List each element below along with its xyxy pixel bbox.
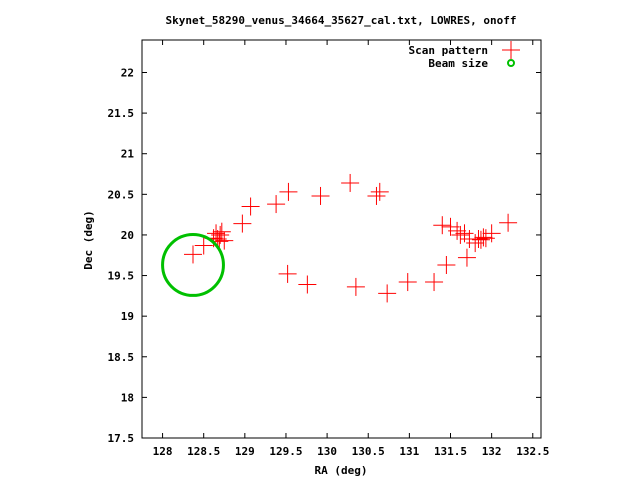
data-layer bbox=[161, 173, 518, 303]
legend: Scan pattern Beam size bbox=[409, 41, 520, 70]
scan-point bbox=[451, 225, 470, 244]
legend-circle-marker bbox=[507, 59, 515, 67]
scan-point bbox=[476, 229, 495, 248]
scan-point bbox=[341, 173, 360, 192]
scan-point bbox=[241, 197, 260, 216]
scan-point bbox=[499, 213, 518, 232]
scan-point bbox=[441, 217, 460, 236]
y-tick-label: 19 bbox=[121, 310, 134, 323]
y-tick-label: 18.5 bbox=[108, 351, 135, 364]
y-tick-label: 18 bbox=[121, 391, 134, 404]
y-tick-label: 19.5 bbox=[108, 270, 135, 283]
x-axis-label: RA (deg) bbox=[315, 464, 368, 477]
legend-swatch-beam-size bbox=[507, 59, 515, 67]
y-tick-label: 20 bbox=[121, 229, 134, 242]
scan-point bbox=[469, 230, 488, 248]
scan-point bbox=[448, 221, 467, 240]
y-tick-label: 20.5 bbox=[108, 188, 135, 201]
y-tick-label: 22 bbox=[121, 66, 134, 79]
scan-point bbox=[298, 275, 317, 294]
x-tick-label: 132.5 bbox=[516, 445, 549, 458]
legend-label-beam-size: Beam size bbox=[428, 57, 488, 70]
y-tick-label: 17.5 bbox=[108, 432, 135, 445]
scan-point bbox=[471, 230, 490, 249]
x-axis: 128 128.5 129 129.5 130 130.5 131 131.5 132 132.5 bbox=[153, 40, 549, 458]
scan-point bbox=[267, 195, 286, 214]
scan-point bbox=[212, 222, 231, 241]
x-tick-label: 132 bbox=[482, 445, 502, 458]
x-tick-label: 131 bbox=[399, 445, 419, 458]
scan-point bbox=[437, 255, 456, 274]
x-tick-label: 130 bbox=[317, 445, 337, 458]
legend-swatch-scan-pattern bbox=[502, 41, 520, 59]
scan-point bbox=[466, 234, 485, 253]
y-tick-label: 21 bbox=[121, 148, 135, 161]
scan-point bbox=[370, 182, 389, 201]
scan-point bbox=[474, 228, 493, 247]
scan-point bbox=[194, 236, 213, 255]
scan-point bbox=[311, 186, 330, 205]
y-axis: 17.5 18 18.5 19 19.5 20 20.5 21 21.5 22 bbox=[108, 66, 541, 445]
x-tick-label: 129 bbox=[235, 445, 255, 458]
scan-point bbox=[278, 264, 297, 283]
scan-point bbox=[425, 273, 444, 292]
legend-label-scan-pattern: Scan pattern bbox=[409, 44, 488, 57]
scan-point bbox=[398, 273, 417, 292]
x-tick-label: 130.5 bbox=[352, 445, 385, 458]
plot-frame bbox=[141, 39, 542, 439]
scan-point bbox=[279, 182, 298, 201]
scan-point bbox=[457, 248, 476, 267]
legend-plus-marker bbox=[502, 41, 520, 59]
scan-point bbox=[215, 231, 234, 250]
x-tick-label: 128 bbox=[153, 445, 173, 458]
scan-point bbox=[184, 245, 203, 264]
x-tick-label: 129.5 bbox=[269, 445, 302, 458]
beam-size-circle bbox=[161, 233, 225, 297]
scan-point bbox=[378, 284, 397, 303]
scan-point bbox=[346, 277, 365, 296]
chart-title: Skynet_58290_venus_34664_35627_cal.txt, … bbox=[166, 14, 517, 27]
scan-point bbox=[233, 214, 252, 233]
y-tick-label: 21.5 bbox=[108, 107, 135, 120]
x-tick-label: 128.5 bbox=[187, 445, 220, 458]
scan-point bbox=[433, 216, 452, 235]
x-tick-label: 131.5 bbox=[434, 445, 467, 458]
y-axis-label: Dec (deg) bbox=[82, 210, 95, 270]
scan-point bbox=[482, 224, 501, 243]
scan-point bbox=[367, 186, 386, 205]
